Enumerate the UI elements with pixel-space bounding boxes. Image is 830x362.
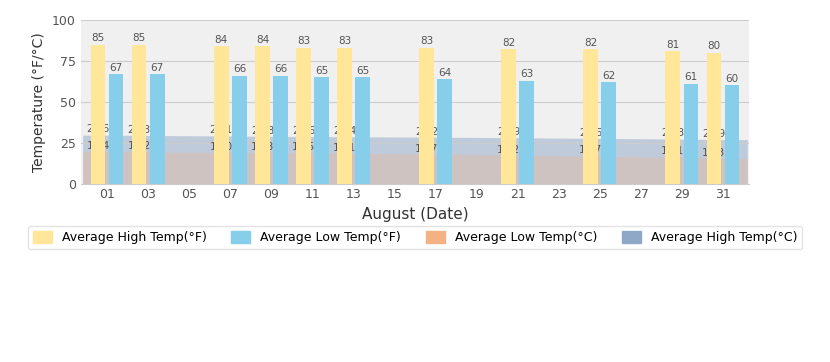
Text: 16.1: 16.1 (661, 146, 684, 156)
Text: 18.5: 18.5 (292, 143, 315, 152)
Bar (602, 82, 616, 184)
Text: 19.0: 19.0 (210, 142, 233, 152)
Text: 29.6: 29.6 (86, 124, 110, 134)
Bar (706, 53, 721, 184)
Bar (214, 46, 228, 184)
Text: 62: 62 (602, 71, 615, 81)
Bar (232, 76, 247, 184)
Text: 67: 67 (151, 63, 164, 73)
Text: 81: 81 (666, 40, 679, 50)
Text: 63: 63 (520, 69, 533, 79)
Text: 27.9: 27.9 (497, 127, 520, 137)
Bar (520, 80, 534, 184)
Bar (132, 45, 146, 184)
Text: 84: 84 (256, 35, 269, 45)
Text: 16.7: 16.7 (579, 146, 603, 155)
Text: 66: 66 (232, 64, 246, 74)
Bar (91, 45, 105, 184)
Bar (437, 79, 452, 184)
Bar (273, 76, 288, 184)
Text: 83: 83 (338, 37, 351, 46)
Text: 28.4: 28.4 (333, 126, 356, 136)
Text: 18.1: 18.1 (333, 143, 356, 153)
Bar (337, 48, 352, 184)
Text: 18.8: 18.8 (251, 142, 274, 152)
Text: 85: 85 (133, 33, 146, 43)
Text: 60: 60 (725, 74, 739, 84)
Text: 26.9: 26.9 (702, 129, 725, 139)
Y-axis label: Temperature (°F/°C): Temperature (°F/°C) (32, 32, 46, 172)
Text: 29.1: 29.1 (210, 125, 233, 135)
Text: 61: 61 (684, 72, 697, 83)
Text: 84: 84 (215, 35, 228, 45)
Text: 80: 80 (707, 41, 720, 51)
Text: 28.2: 28.2 (415, 127, 438, 136)
Bar (419, 48, 433, 184)
Text: 65: 65 (356, 66, 369, 76)
Text: 67: 67 (110, 63, 123, 73)
Bar (666, 51, 680, 184)
Text: 83: 83 (297, 37, 310, 46)
Text: 28.8: 28.8 (251, 126, 274, 136)
Text: 83: 83 (420, 37, 433, 46)
Text: 64: 64 (438, 68, 452, 77)
Text: 19.4: 19.4 (86, 141, 110, 151)
Bar (255, 46, 270, 184)
Legend: Average High Temp(°F), Average Low Temp(°F), Average Low Temp(°C), Average High : Average High Temp(°F), Average Low Temp(… (27, 226, 803, 249)
Text: 82: 82 (502, 38, 515, 48)
Text: 27.3: 27.3 (661, 128, 684, 138)
Bar (355, 77, 369, 184)
Bar (109, 74, 124, 184)
Text: 65: 65 (315, 66, 328, 76)
Text: 17.7: 17.7 (415, 144, 438, 154)
Text: 28.6: 28.6 (292, 126, 315, 136)
Bar (725, 85, 739, 184)
Text: 15.3: 15.3 (702, 148, 725, 158)
Bar (583, 50, 598, 184)
Bar (150, 74, 164, 184)
Text: 29.3: 29.3 (128, 125, 151, 135)
Bar (684, 84, 698, 184)
Text: 19.2: 19.2 (128, 141, 151, 151)
Text: 27.6: 27.6 (579, 127, 603, 138)
Bar (501, 50, 515, 184)
Text: 66: 66 (274, 64, 287, 74)
Text: 17.2: 17.2 (497, 144, 520, 155)
Text: 85: 85 (91, 33, 105, 43)
X-axis label: August (Date): August (Date) (362, 207, 468, 222)
Bar (296, 48, 310, 184)
Text: 82: 82 (584, 38, 598, 48)
Bar (315, 77, 329, 184)
